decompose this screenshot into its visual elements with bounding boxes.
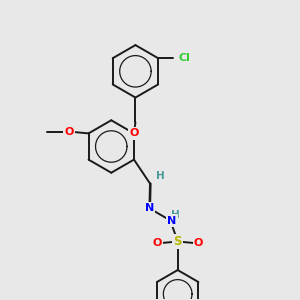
Text: O: O (152, 238, 161, 248)
Text: H: H (156, 171, 165, 181)
Text: N: N (167, 215, 176, 226)
Text: Cl: Cl (178, 53, 190, 63)
Text: N: N (145, 203, 154, 213)
Text: O: O (64, 127, 74, 137)
Text: H: H (171, 210, 180, 220)
Text: O: O (194, 238, 203, 248)
Text: S: S (173, 235, 182, 248)
Text: O: O (129, 128, 139, 138)
